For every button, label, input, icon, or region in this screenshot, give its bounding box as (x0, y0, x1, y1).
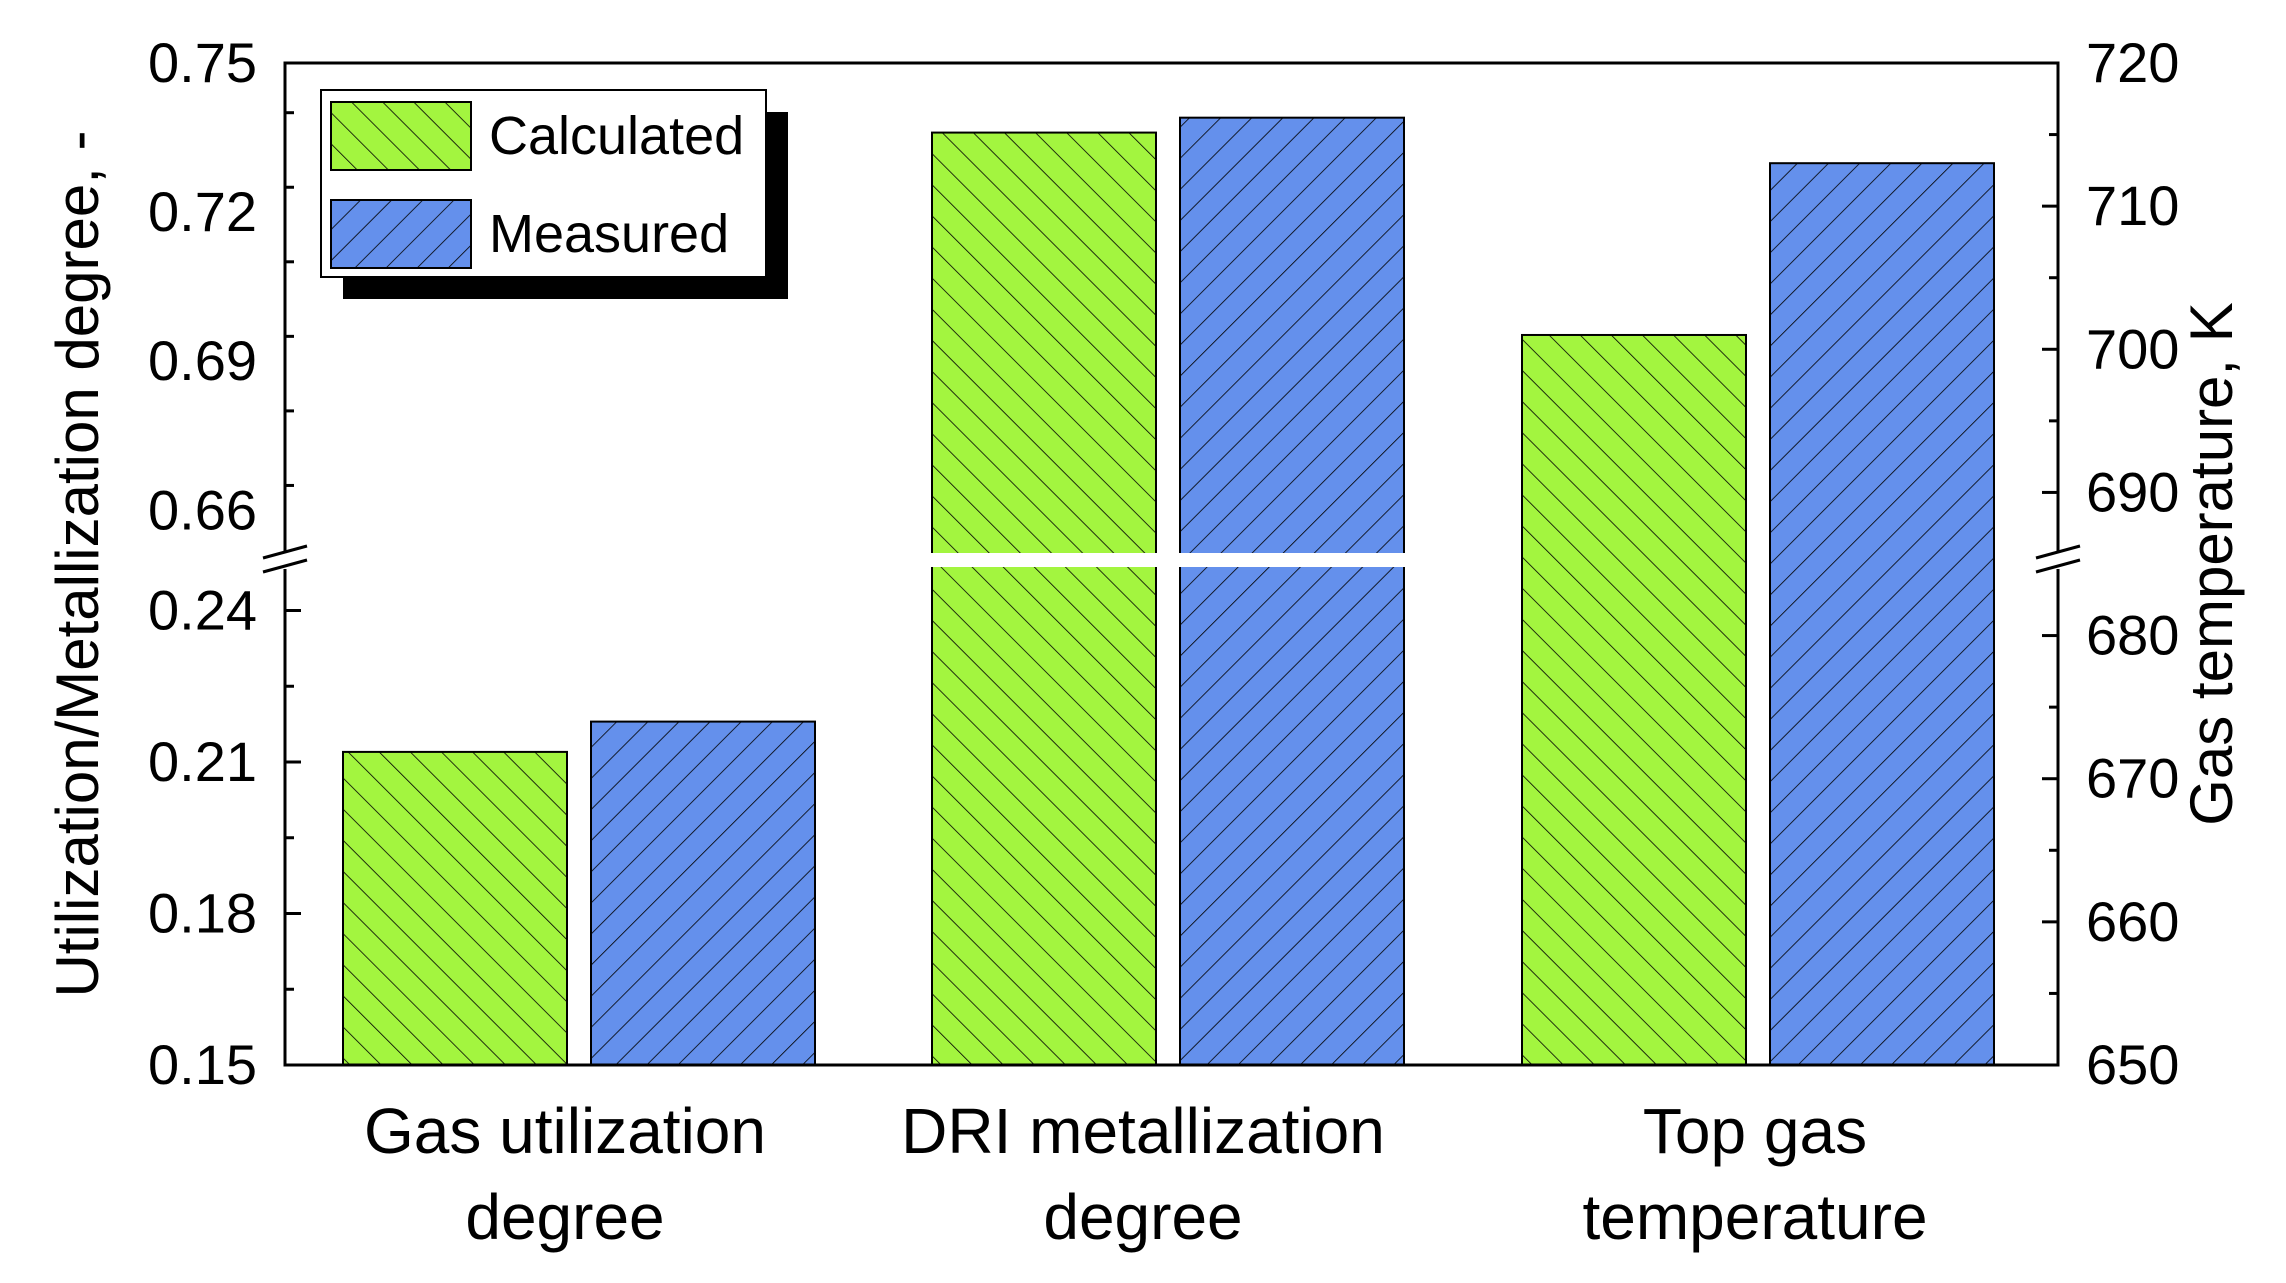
left-break-mark (262, 558, 308, 574)
left-tick-label: 0.18 (148, 882, 257, 945)
bar-calculated-3-hatch (1521, 333, 1747, 1066)
bar-calculated-1-hatch (342, 750, 568, 1067)
left-tick-label: 0.75 (148, 31, 257, 94)
axis-break-band (925, 553, 1410, 567)
right-tick-label: 700 (2086, 317, 2179, 380)
right-tick-label: 690 (2086, 460, 2179, 523)
right-break-mark (2035, 558, 2081, 574)
left-axis: 0.15 0.18 0.21 0.24 0.66 0.69 0.72 0.75 Utilizat… (44, 31, 308, 1096)
category-label: Top gas (1643, 1095, 1867, 1167)
right-tick-label: 720 (2086, 31, 2179, 94)
left-tick-label: 0.21 (148, 730, 257, 793)
left-tick-label: 0.15 (148, 1033, 257, 1096)
left-tick-label: 0.72 (148, 180, 257, 243)
bar-measured-2-hatch (1179, 116, 1405, 1067)
left-tick-label: 0.66 (148, 478, 257, 541)
legend-swatch-hatch (330, 199, 472, 269)
bar-calculated-2-hatch (931, 131, 1157, 1066)
legend: Calculated Measured (320, 89, 788, 299)
right-axis-title: Gas temperature, K (2178, 302, 2245, 826)
right-break-mark (2035, 544, 2081, 560)
right-tick-label: 680 (2086, 604, 2179, 667)
right-axis: 650 660 670 680 690 700 710 720 Gas temperature,… (2035, 31, 2245, 1096)
left-tick-label: 0.24 (148, 579, 257, 642)
right-tick-label: 650 (2086, 1033, 2179, 1096)
right-tick-label: 660 (2086, 890, 2179, 953)
left-break-mark (262, 544, 308, 560)
right-tick-label: 710 (2086, 174, 2179, 237)
legend-label-calculated: Calculated (489, 106, 744, 166)
bar-measured-1-hatch (590, 720, 816, 1066)
legend-swatch-hatch (330, 101, 472, 171)
right-tick-label: 670 (2086, 747, 2179, 810)
category-labels: Gas utilization degree DRI metallization de… (364, 1095, 1928, 1253)
category-label: degree (1043, 1181, 1242, 1253)
left-axis-title: Utilization/Metallization degree, - (44, 130, 111, 997)
bars-layer (342, 116, 1995, 1067)
category-label: DRI metallization (901, 1095, 1385, 1167)
legend-label-measured: Measured (489, 204, 729, 264)
left-tick-label: 0.69 (148, 329, 257, 392)
category-label: degree (465, 1181, 664, 1253)
bar-measured-3-hatch (1769, 162, 1995, 1066)
category-label: Gas utilization (364, 1095, 766, 1167)
category-label: temperature (1582, 1181, 1927, 1253)
